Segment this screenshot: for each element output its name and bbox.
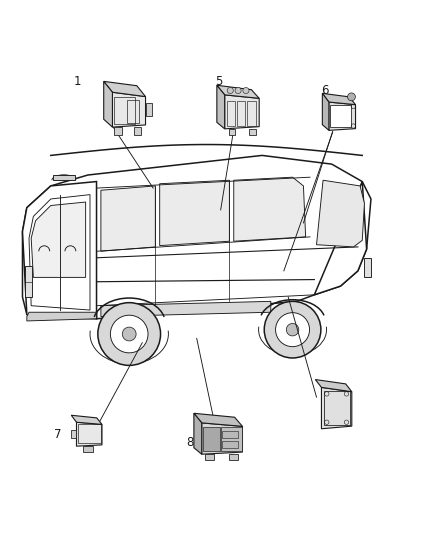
Polygon shape — [31, 202, 86, 277]
Circle shape — [286, 324, 299, 336]
Polygon shape — [101, 186, 155, 251]
Text: 8: 8 — [187, 437, 194, 449]
Polygon shape — [101, 301, 271, 317]
Polygon shape — [217, 85, 259, 99]
Text: 6: 6 — [322, 84, 329, 96]
Polygon shape — [27, 312, 97, 321]
Text: 1: 1 — [73, 75, 81, 88]
Bar — [222, 427, 242, 451]
Polygon shape — [104, 82, 146, 96]
Bar — [146, 103, 152, 116]
Circle shape — [264, 301, 321, 358]
Polygon shape — [217, 85, 225, 129]
Bar — [330, 105, 351, 127]
Polygon shape — [134, 127, 142, 135]
Circle shape — [122, 327, 136, 341]
Bar — [324, 391, 350, 425]
Bar — [237, 101, 246, 126]
Circle shape — [235, 87, 241, 94]
Circle shape — [243, 87, 249, 94]
Polygon shape — [22, 156, 371, 319]
Polygon shape — [234, 177, 305, 241]
Polygon shape — [104, 82, 112, 127]
Polygon shape — [316, 180, 364, 247]
Bar — [114, 98, 135, 124]
Text: 5: 5 — [215, 75, 222, 88]
Bar — [249, 129, 256, 135]
Bar — [203, 427, 220, 451]
Bar — [205, 454, 214, 461]
Polygon shape — [323, 93, 329, 131]
Polygon shape — [71, 415, 102, 424]
Polygon shape — [202, 423, 243, 454]
Polygon shape — [329, 102, 356, 131]
Polygon shape — [194, 413, 202, 454]
Bar — [127, 100, 139, 123]
Circle shape — [227, 87, 233, 94]
Polygon shape — [194, 413, 243, 426]
Bar — [53, 175, 75, 180]
Circle shape — [111, 315, 148, 353]
Bar — [71, 430, 76, 438]
Bar — [24, 266, 32, 297]
Polygon shape — [76, 422, 102, 446]
Polygon shape — [22, 182, 97, 319]
Text: 7: 7 — [54, 427, 61, 441]
Polygon shape — [225, 95, 259, 129]
Polygon shape — [160, 180, 229, 246]
Circle shape — [276, 313, 309, 346]
Bar — [227, 101, 235, 126]
Polygon shape — [316, 379, 352, 392]
Bar — [364, 258, 371, 277]
Polygon shape — [112, 92, 146, 127]
Bar — [229, 454, 238, 461]
Bar — [222, 441, 238, 448]
Polygon shape — [323, 93, 356, 104]
Polygon shape — [114, 127, 122, 135]
Circle shape — [98, 303, 160, 366]
Circle shape — [347, 93, 355, 101]
Text: 9: 9 — [339, 410, 347, 423]
Bar — [78, 424, 101, 443]
Bar — [222, 431, 238, 438]
Bar — [229, 129, 236, 135]
Bar — [247, 101, 256, 126]
Bar — [83, 446, 94, 452]
Polygon shape — [314, 182, 367, 295]
Polygon shape — [322, 387, 352, 429]
